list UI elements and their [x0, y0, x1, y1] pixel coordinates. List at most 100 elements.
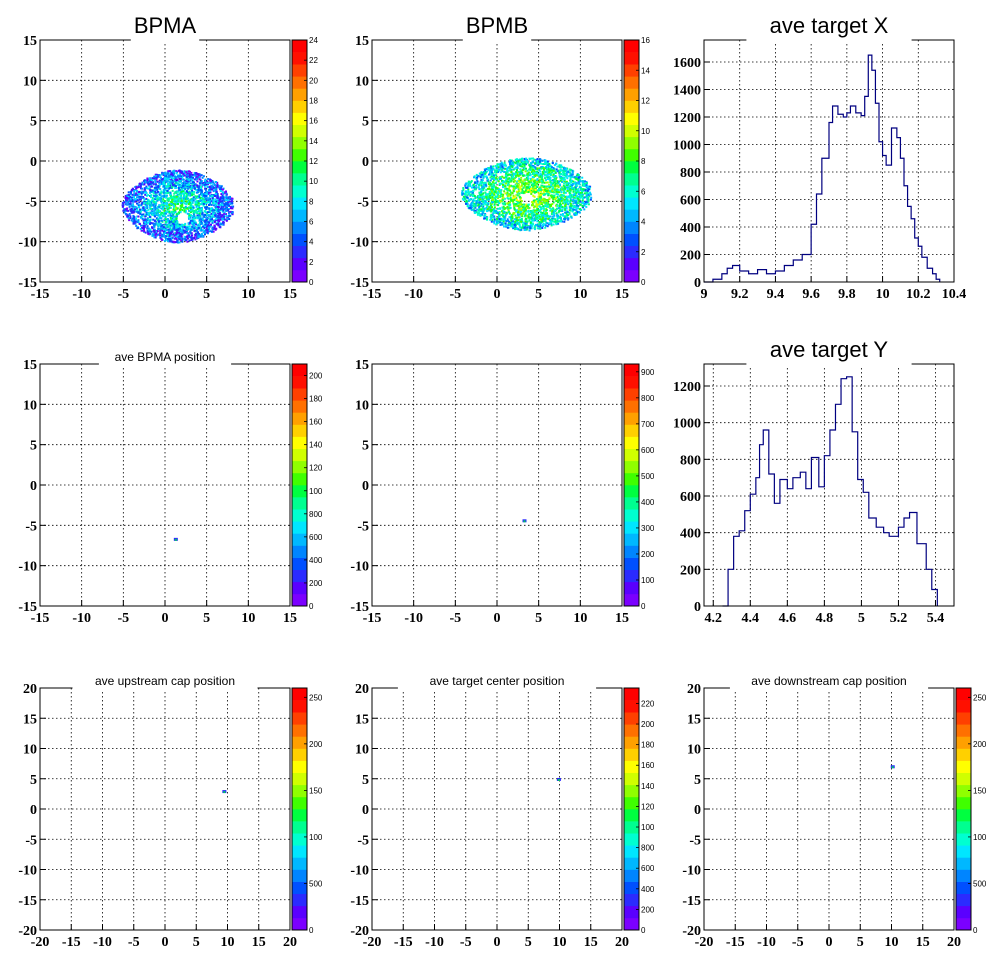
heatmap-cell — [476, 180, 479, 183]
heatmap-cell — [145, 192, 148, 195]
heatmap-cell — [131, 198, 134, 201]
heatmap-cell — [548, 222, 551, 225]
heatmap-cell — [152, 204, 155, 207]
heatmap-cell — [462, 187, 465, 189]
heatmap-cell — [483, 201, 486, 204]
heatmap-cell — [173, 192, 176, 195]
heatmap-cell — [210, 212, 213, 215]
heatmap-cell — [520, 169, 523, 172]
heatmap-cell — [208, 214, 211, 217]
heatmap-cell — [147, 232, 150, 235]
heatmap-cell — [134, 200, 137, 203]
heatmap-cell — [470, 181, 473, 184]
heatmap-cell — [584, 201, 587, 204]
heatmap-cell — [193, 223, 196, 226]
heatmap-cell — [466, 196, 469, 199]
heatmap-cell — [147, 221, 150, 224]
heatmap-cell — [204, 233, 206, 236]
heatmap-cell — [506, 195, 509, 198]
heatmap-cell — [160, 183, 163, 185]
heatmap-cell — [188, 174, 191, 176]
heatmap-cell — [191, 208, 194, 211]
heatmap-cell — [144, 191, 146, 194]
heatmap-cell — [192, 176, 194, 179]
heatmap-cell — [508, 216, 511, 219]
heatmap-cell — [154, 211, 157, 214]
heatmap-cell — [518, 163, 521, 166]
heatmap-cell — [177, 203, 179, 205]
heatmap-cell — [507, 193, 510, 196]
heatmap-cell — [142, 227, 145, 230]
heatmap-cell — [539, 196, 542, 199]
heatmap-cell — [462, 192, 464, 195]
heatmap-cell — [553, 164, 556, 167]
heatmap-cell — [589, 198, 592, 201]
heatmap-cell — [196, 236, 199, 239]
heatmap-cell — [506, 174, 509, 177]
heatmap-cell — [549, 178, 552, 181]
heatmap-cell — [190, 179, 192, 182]
heatmap-cell — [536, 216, 539, 219]
heatmap-cell — [484, 203, 487, 206]
heatmap-cell — [163, 233, 166, 236]
heatmap-cell — [552, 217, 555, 220]
color-scale-tick-label: 4 — [309, 238, 314, 247]
heatmap-cell — [500, 217, 503, 220]
heatmap-cell — [167, 238, 170, 240]
heatmap-cell — [180, 186, 183, 189]
heatmap-cell — [542, 172, 545, 175]
heatmap-cell — [186, 212, 189, 215]
heatmap-cell — [552, 167, 555, 169]
heatmap-cell — [180, 182, 183, 185]
heatmap-cell — [209, 203, 212, 206]
heatmap-cell — [582, 201, 585, 204]
panel-title: BPMA — [134, 13, 197, 38]
heatmap-cell — [506, 218, 509, 221]
color-scale-tick-label: 12 — [309, 157, 318, 166]
heatmap-cell — [185, 200, 188, 203]
heatmap-cell — [182, 206, 185, 209]
heatmap-cell — [551, 171, 554, 174]
heatmap-cell — [148, 177, 151, 180]
heatmap-cell — [542, 211, 545, 214]
heatmap-cell — [586, 198, 589, 201]
heatmap-cell — [150, 185, 153, 188]
heatmap-cell — [512, 180, 515, 183]
heatmap-cell — [189, 209, 192, 212]
heatmap-cell — [549, 209, 552, 212]
heatmap-cell — [496, 178, 499, 181]
heatmap-cell — [138, 201, 141, 204]
heatmap-cell — [525, 188, 528, 191]
heatmap-cell — [505, 211, 508, 214]
heatmap-cell — [180, 196, 183, 199]
heatmap-cell — [568, 211, 571, 214]
heatmap-cell — [129, 208, 132, 211]
heatmap-cell — [174, 200, 177, 203]
heatmap-cell — [546, 215, 549, 218]
heatmap-cell — [483, 171, 485, 173]
heatmap-cell — [524, 228, 526, 231]
heatmap-cell — [166, 185, 169, 188]
heatmap-cell — [146, 222, 149, 225]
heatmap-cell — [154, 183, 157, 186]
heatmap-cell — [179, 209, 181, 212]
heatmap-cell — [563, 176, 566, 179]
heatmap-cell — [470, 201, 473, 204]
heatmap-cell — [488, 209, 491, 212]
heatmap-cell — [191, 186, 194, 189]
heatmap-cell — [205, 206, 208, 209]
heatmap-cell — [544, 174, 547, 177]
heatmap-cell — [134, 222, 137, 225]
heatmap-cell — [166, 180, 169, 183]
heatmap-cell — [515, 216, 518, 219]
heatmap-cell — [546, 188, 548, 190]
heatmap-cell — [541, 186, 544, 189]
heatmap-cell — [519, 218, 522, 221]
heatmap-cell — [500, 169, 503, 171]
heatmap-cell — [136, 186, 139, 189]
heatmap-cell — [587, 192, 590, 195]
heatmap-cell — [558, 174, 561, 176]
heatmap-cell — [509, 196, 512, 199]
heatmap-cell — [519, 162, 522, 165]
heatmap-cell — [499, 164, 502, 167]
